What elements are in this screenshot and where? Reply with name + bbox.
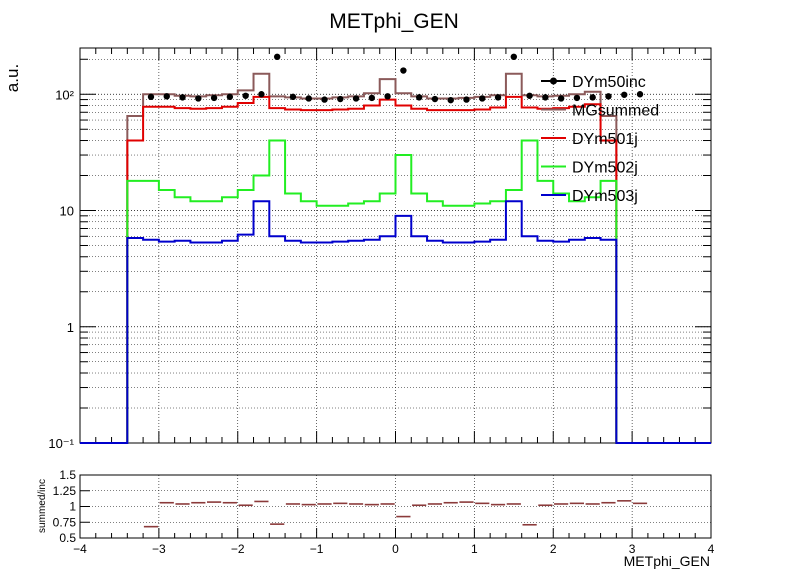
point-DYm50inc (463, 96, 469, 102)
point-DYm50inc (432, 96, 438, 102)
point-DYm50inc (337, 96, 343, 102)
x-tick-label: −2 (231, 542, 245, 556)
point-DYm50inc (605, 93, 611, 99)
point-DYm50inc (353, 95, 359, 101)
point-DYm50inc (416, 94, 422, 100)
y-tick-label: 1 (67, 320, 74, 335)
ratio-y-tick-label: 1 (69, 500, 76, 514)
x-tick-label: 1 (471, 542, 478, 556)
x-tick-label: −1 (310, 542, 324, 556)
legend-swatch-marker (550, 78, 557, 85)
point-DYm50inc (479, 95, 485, 101)
point-DYm50inc (164, 93, 170, 99)
legend-label: DYm50inc (572, 74, 646, 91)
x-tick-label: 0 (392, 542, 399, 556)
y-axis-label: a.u. (3, 64, 22, 92)
x-tick-label: −3 (152, 542, 166, 556)
point-DYm50inc (148, 94, 154, 100)
x-tick-label: 2 (550, 542, 557, 556)
point-DYm50inc (179, 94, 185, 100)
point-DYm50inc (542, 94, 548, 100)
y-tick-label: 10 (60, 204, 74, 219)
legend-label: DYm503j (572, 188, 638, 205)
ratio-y-axis-label: summed/inc (37, 479, 48, 533)
legend-label: DYm501j (572, 131, 638, 148)
point-DYm50inc (621, 92, 627, 98)
chart-title: METphi_GEN (329, 10, 459, 33)
legend-label: DYm502j (572, 160, 638, 177)
point-DYm50inc (258, 91, 264, 97)
ratio-y-tick-label: 1.5 (59, 468, 76, 482)
point-DYm50inc (448, 97, 454, 103)
point-DYm50inc (400, 67, 406, 73)
point-DYm50inc (495, 94, 501, 100)
point-DYm50inc (558, 95, 564, 101)
point-DYm50inc (637, 91, 643, 97)
point-DYm50inc (290, 94, 296, 100)
point-DYm50inc (574, 95, 580, 101)
point-DYm50inc (384, 93, 390, 99)
legend-label: MGsummed (572, 103, 659, 120)
point-DYm50inc (211, 95, 217, 101)
point-DYm50inc (195, 95, 201, 101)
ratio-y-tick-label: 0.5 (59, 531, 76, 545)
x-axis-label: METphi_GEN (624, 553, 710, 569)
point-DYm50inc (227, 94, 233, 100)
y-tick-label: 10⁻¹ (48, 436, 74, 451)
point-DYm50inc (306, 95, 312, 101)
ratio-y-tick-label: 1.25 (53, 484, 77, 498)
point-DYm50inc (511, 54, 517, 60)
point-DYm50inc (321, 96, 327, 102)
point-DYm50inc (369, 95, 375, 101)
point-DYm50inc (242, 93, 248, 99)
point-DYm50inc (274, 54, 280, 60)
point-DYm50inc (526, 93, 532, 99)
point-DYm50inc (589, 94, 595, 100)
ratio-y-tick-label: 0.75 (53, 515, 77, 529)
y-tick-label: 10² (55, 87, 74, 102)
